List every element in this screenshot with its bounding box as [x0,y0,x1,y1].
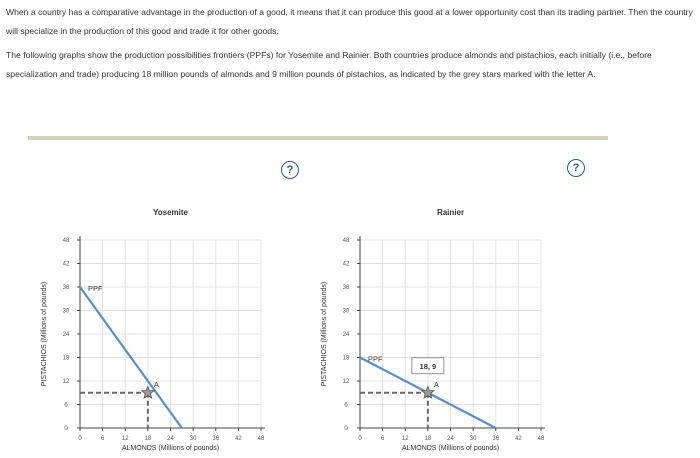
help-icon-rainier[interactable]: ? [567,159,585,177]
y-tick-label: 30 [343,309,350,315]
ppf-label: PPF [368,355,383,364]
x-tick-label: 36 [492,436,499,442]
point-a-star-marker[interactable] [420,385,436,399]
intro-paragraph: When a country has a comparative advanta… [6,7,693,36]
ppf-label: PPF [88,284,103,293]
x-tick-label: 6 [101,436,105,442]
x-tick-label: 0 [78,436,82,442]
x-tick-label: 18 [425,436,432,442]
point-a-label: A [154,380,159,389]
y-tick-label: 24 [63,332,70,338]
x-tick-label: 12 [122,436,129,442]
x-tick-label: 36 [212,436,219,442]
y-tick-label: 18 [63,356,70,362]
y-tick-label: 0 [64,426,68,432]
y-tick-label: 18 [343,356,350,362]
y-tick-label: 48 [63,238,70,244]
yosemite-ppf-chart[interactable]: 0 6 12 18 24 30 36 42 48 0 6 12 18 24 30 36 42 48 Yosemite… [30,195,290,457]
chart-title: Yosemite [153,208,189,217]
point-a-tooltip-text: 18, 9 [420,362,437,371]
help-icon-yosemite[interactable]: ? [281,161,299,179]
y-tick-label: 12 [63,379,70,385]
y-tick-label: 24 [343,332,350,338]
y-tick-label: 30 [63,309,70,315]
chart-title: Rainier [437,208,464,217]
x-tick-label: 6 [381,436,385,442]
y-tick-label: 6 [344,403,348,409]
section-divider [28,136,608,140]
y-tick-label: 0 [344,426,348,432]
x-axis-label: ALMONDS (Millions of pounds) [122,445,219,452]
y-tick-label: 12 [343,379,350,385]
y-tick-label: 6 [64,403,68,409]
y-axis-label: PISTACHIOS (Millions of pounds) [41,282,48,387]
y-tick-label: 36 [343,285,350,291]
x-tick-label: 48 [258,436,265,442]
x-tick-label: 30 [190,436,197,442]
y-tick-label: 42 [343,262,350,268]
y-tick-label: 42 [63,262,70,268]
x-tick-label: 30 [470,436,477,442]
x-tick-label: 42 [515,436,522,442]
x-tick-label: 42 [235,436,242,442]
x-tick-label: 18 [145,436,152,442]
point-a-star-marker[interactable] [140,385,156,399]
x-tick-label: 12 [402,436,409,442]
y-tick-label: 48 [343,238,350,244]
y-tick-label: 36 [63,285,70,291]
x-tick-label: 24 [167,436,174,442]
ppf-line[interactable] [79,286,183,429]
instructions-paragraph: The following graphs show the production… [6,50,652,79]
x-tick-label: 24 [447,436,454,442]
rainier-ppf-chart[interactable]: 0 6 12 18 24 30 36 42 48 0 6 12 18 24 30 36 42 48 Rainier A… [310,195,570,457]
x-tick-label: 48 [538,436,545,442]
point-a-tooltip-box [411,357,445,375]
x-tick-label: 0 [358,436,362,442]
x-axis-label: ALMONDS (Millions of pounds) [402,445,499,452]
y-axis-label: PISTACHIOS (Millions of pounds) [321,282,328,387]
point-a-label: A [434,380,439,389]
